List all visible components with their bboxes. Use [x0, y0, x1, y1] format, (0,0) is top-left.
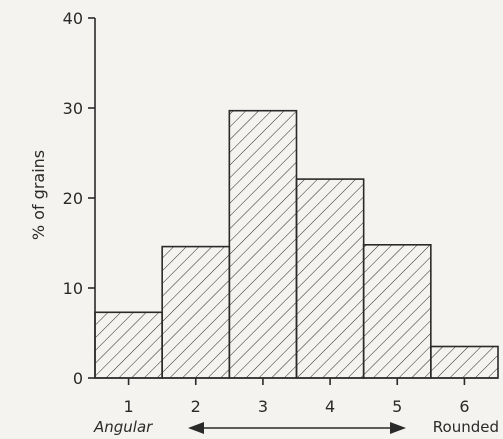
y-tick-label-40: 40	[63, 9, 83, 28]
x-tick-label-3: 3	[258, 397, 268, 416]
x-tick-label-1: 1	[123, 397, 133, 416]
bar-5	[362, 244, 432, 379]
x-tick-label-5: 5	[392, 397, 402, 416]
x-tick-label-4: 4	[325, 397, 335, 416]
x-annotation-right: Rounded	[433, 418, 499, 436]
y-tick-label-10: 10	[63, 279, 83, 298]
y-axis-label: % of grains	[29, 150, 48, 240]
y-tick-label-0: 0	[73, 369, 83, 388]
x-tick-label-6: 6	[459, 397, 469, 416]
double-arrow-icon	[188, 422, 406, 434]
y-tick-label-20: 20	[63, 189, 83, 208]
y-tick-label-30: 30	[63, 99, 83, 118]
bar-6	[430, 345, 499, 379]
bar-2	[161, 245, 231, 379]
axes-group: 0 10 20 30 40 1 2 3 4 5 6	[63, 9, 498, 416]
x-tick-label-2: 2	[191, 397, 201, 416]
bar-1	[94, 311, 163, 379]
x-annotation-left: Angular	[93, 418, 153, 436]
bars-group	[94, 109, 499, 379]
bar-4	[295, 178, 365, 379]
bar-3	[228, 109, 298, 379]
